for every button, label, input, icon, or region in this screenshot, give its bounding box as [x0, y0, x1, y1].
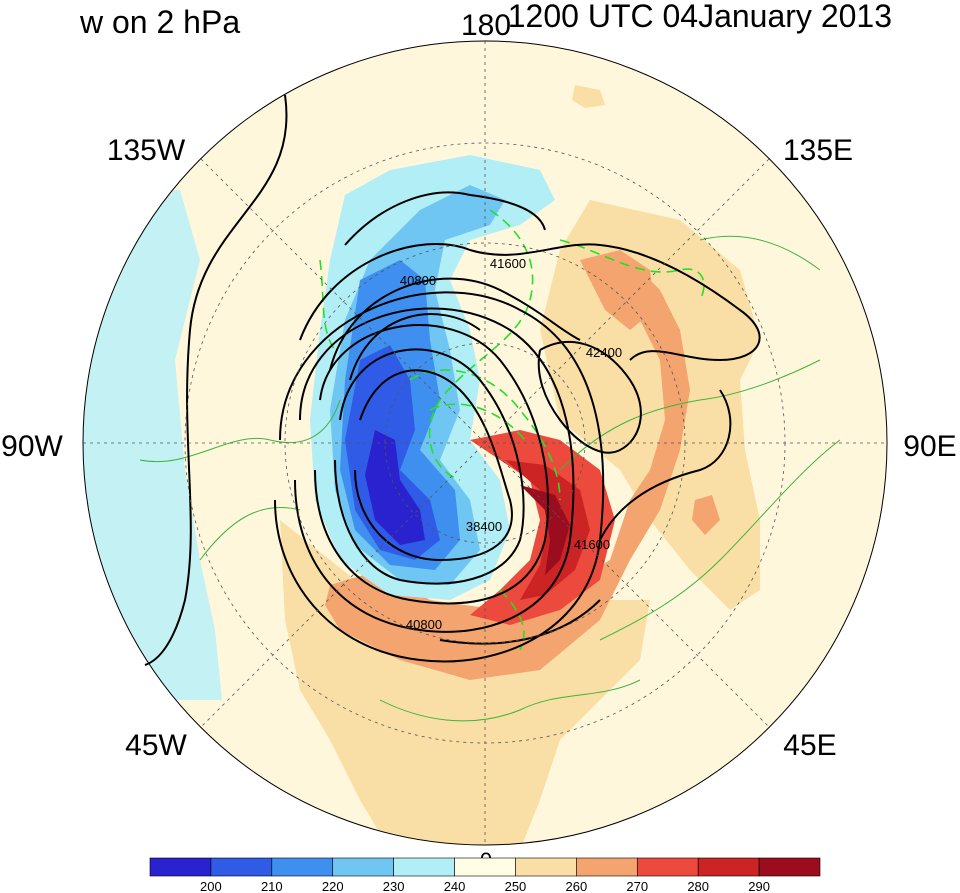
shade-region-north — [572, 85, 605, 108]
lon-label-top: 180 — [461, 9, 511, 42]
colorbar-swatch — [393, 857, 455, 877]
lon-label-right: 90E — [903, 430, 956, 463]
longitude-labels: 180 135W 135E 90W 90E 45W 45E 0 — [1, 9, 957, 873]
colorbar-swatch — [332, 857, 394, 877]
colorbar-tick-label: 210 — [261, 879, 283, 893]
colorbar-tick-label: 240 — [444, 879, 466, 893]
title-right: 1200 UTC 04January 2013 — [508, 0, 892, 34]
map-boundary — [82, 40, 888, 846]
contour-label: 40800 — [400, 273, 436, 288]
colorbar-tick-label: 260 — [566, 879, 588, 893]
black-contours — [144, 94, 761, 666]
colorbar-tick-label: 230 — [383, 879, 405, 893]
colorbar-swatch — [636, 857, 699, 877]
colorbar-tick-label: 220 — [322, 879, 344, 893]
lon-label-left: 90W — [1, 430, 63, 463]
lon-label-bottom-right: 45E — [783, 729, 836, 762]
lon-label-top-right: 135E — [783, 134, 853, 167]
colorbar-swatch — [515, 857, 577, 877]
colorbar-swatch — [149, 857, 212, 877]
coastlines — [139, 235, 841, 722]
colorbar: 200 210 220 230 240 250 260 270 280 290 — [149, 857, 821, 893]
colorbar-swatch — [758, 857, 821, 877]
lon-label-bottom-left: 45W — [125, 729, 187, 762]
green-dashed-contours — [319, 209, 705, 651]
shade-region-deepblue — [365, 430, 425, 545]
colorbar-swatch — [697, 857, 760, 877]
shade-region-orange-patch — [692, 495, 720, 535]
contour-label: 41600 — [490, 256, 526, 271]
contour-label: 41600 — [574, 537, 610, 552]
contour-label: 40800 — [406, 617, 442, 632]
colorbar-swatch — [576, 857, 638, 877]
title-left: w on 2 hPa — [79, 4, 240, 40]
colorbar-swatch — [271, 857, 334, 877]
colorbar-tick-label: 200 — [200, 879, 222, 893]
shade-region-darkred — [505, 460, 590, 600]
colorbar-tick-label: 290 — [748, 879, 770, 893]
shade-region-maroon — [520, 485, 570, 575]
colorbar-swatch — [454, 857, 516, 877]
colorbar-tick-label: 250 — [505, 879, 527, 893]
lat-lon-grid — [83, 41, 887, 845]
lon-label-top-left: 135W — [107, 134, 186, 167]
colorbar-tick-label: 280 — [687, 879, 709, 893]
colorbar-tick-label: 270 — [626, 879, 648, 893]
shade-region-orange-north — [580, 250, 655, 330]
contour-label: 42400 — [586, 345, 622, 360]
contour-value-labels: 40800 41600 42400 38400 41600 40800 — [400, 256, 622, 632]
contour-label: 38400 — [466, 519, 502, 534]
colorbar-swatch — [210, 857, 273, 877]
